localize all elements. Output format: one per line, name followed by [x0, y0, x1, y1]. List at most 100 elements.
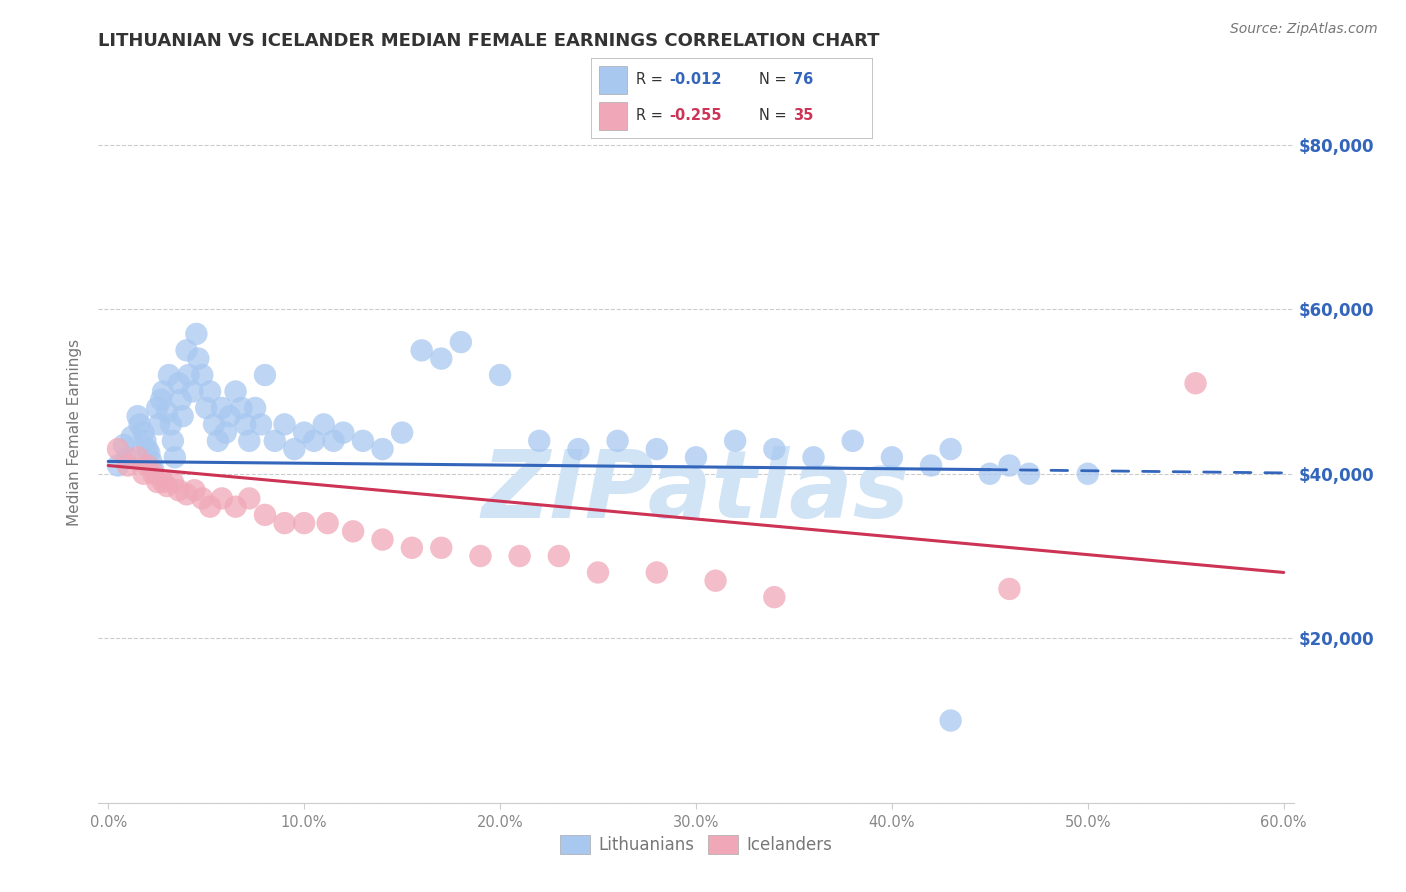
Point	[920, 458, 942, 473]
Text: ZIPatlas: ZIPatlas	[482, 446, 910, 538]
Point	[157, 368, 180, 382]
Point	[156, 479, 179, 493]
Point	[332, 425, 354, 440]
Point	[225, 384, 247, 399]
Point	[763, 590, 786, 604]
Text: R =: R =	[636, 72, 666, 87]
Point	[186, 326, 208, 341]
Y-axis label: Median Female Earnings: Median Female Earnings	[67, 339, 83, 526]
Text: 76: 76	[793, 72, 813, 87]
Point	[292, 516, 315, 530]
Point	[998, 458, 1021, 473]
Point	[181, 384, 204, 399]
Point	[685, 450, 707, 465]
Point	[243, 401, 266, 415]
Point	[112, 438, 135, 452]
Point	[645, 442, 668, 456]
Point	[998, 582, 1021, 596]
Point	[547, 549, 569, 563]
Point	[253, 508, 276, 522]
Point	[150, 392, 173, 407]
Point	[187, 351, 209, 366]
Point	[132, 467, 155, 481]
Point	[162, 434, 184, 448]
Point	[567, 442, 589, 456]
Point	[1018, 467, 1040, 481]
Point	[391, 425, 413, 440]
Point	[177, 368, 200, 382]
Point	[250, 417, 273, 432]
Point	[316, 516, 339, 530]
Point	[273, 516, 295, 530]
Point	[263, 434, 285, 448]
Point	[450, 335, 472, 350]
Point	[273, 417, 295, 432]
Point	[176, 487, 198, 501]
Point	[352, 434, 374, 448]
Point	[645, 566, 668, 580]
Point	[152, 475, 174, 489]
Point	[142, 462, 165, 476]
Point	[1184, 376, 1206, 391]
Point	[841, 434, 863, 448]
Point	[283, 442, 305, 456]
Point	[509, 549, 531, 563]
Point	[302, 434, 325, 448]
Text: -0.255: -0.255	[669, 108, 721, 123]
Point	[470, 549, 492, 563]
Point	[198, 384, 221, 399]
Text: Source: ZipAtlas.com: Source: ZipAtlas.com	[1230, 22, 1378, 37]
Point	[292, 425, 315, 440]
Point	[162, 475, 184, 489]
Point	[211, 401, 233, 415]
Point	[142, 467, 165, 481]
Point	[724, 434, 747, 448]
Point	[146, 401, 169, 415]
Point	[191, 368, 214, 382]
Point	[979, 467, 1001, 481]
Point	[176, 343, 198, 358]
Point	[322, 434, 344, 448]
Point	[136, 458, 159, 473]
Point	[430, 541, 453, 555]
Text: LITHUANIAN VS ICELANDER MEDIAN FEMALE EARNINGS CORRELATION CHART: LITHUANIAN VS ICELANDER MEDIAN FEMALE EA…	[98, 32, 880, 50]
Point	[134, 434, 156, 448]
Point	[401, 541, 423, 555]
Text: N =: N =	[759, 108, 792, 123]
Point	[371, 442, 394, 456]
Point	[763, 442, 786, 456]
Point	[803, 450, 825, 465]
Point	[253, 368, 276, 382]
Point	[183, 483, 205, 498]
Point	[127, 409, 149, 424]
Point	[489, 368, 512, 382]
Point	[132, 425, 155, 440]
Point	[371, 533, 394, 547]
Point	[939, 714, 962, 728]
Point	[152, 384, 174, 399]
Point	[1077, 467, 1099, 481]
Point	[107, 442, 129, 456]
Bar	[599, 103, 627, 130]
Point	[529, 434, 551, 448]
Point	[198, 500, 221, 514]
Point	[312, 417, 335, 432]
Point	[211, 491, 233, 506]
Point	[202, 417, 225, 432]
Point	[215, 425, 238, 440]
Point	[231, 401, 253, 415]
Point	[117, 450, 139, 465]
Point	[141, 454, 163, 468]
Point	[939, 442, 962, 456]
Legend: Lithuanians, Icelanders: Lithuanians, Icelanders	[554, 829, 838, 861]
Point	[163, 450, 186, 465]
Point	[225, 500, 247, 514]
Text: 35: 35	[793, 108, 813, 123]
Point	[128, 417, 150, 432]
Point	[218, 409, 240, 424]
Point	[107, 458, 129, 473]
Point	[121, 430, 143, 444]
Point	[586, 566, 609, 580]
Point	[606, 434, 628, 448]
Point	[880, 450, 903, 465]
